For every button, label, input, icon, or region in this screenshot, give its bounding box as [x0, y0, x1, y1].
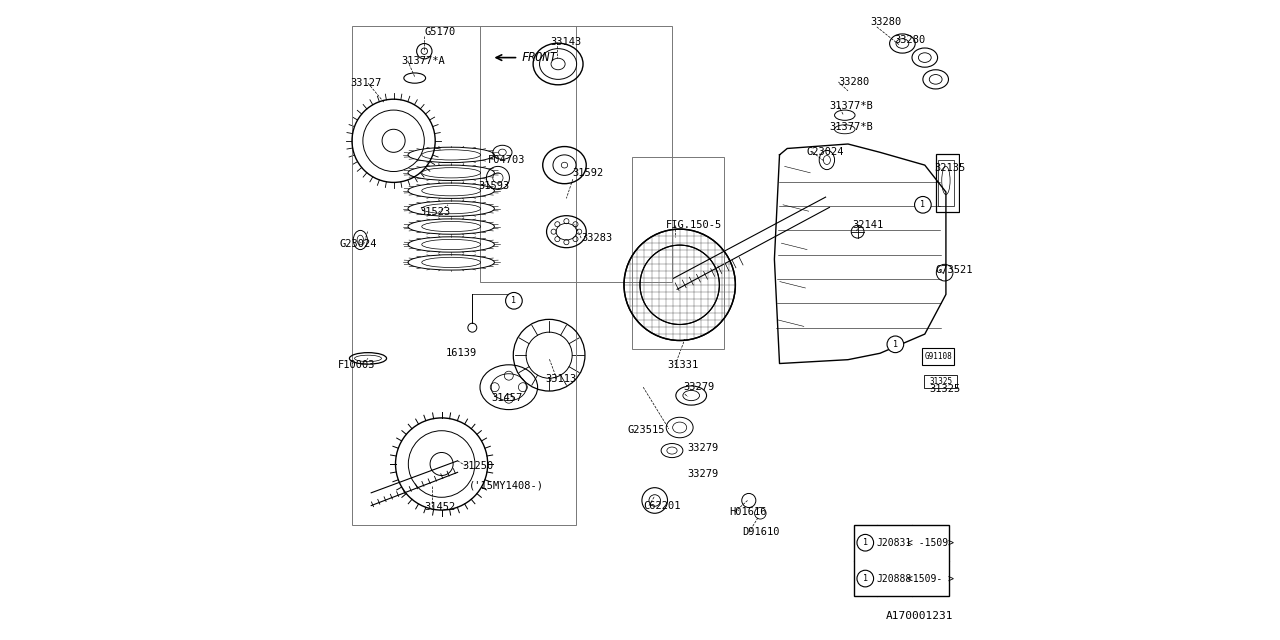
Text: F10003: F10003 — [338, 360, 375, 370]
Text: 33127: 33127 — [351, 78, 381, 88]
Text: G91108: G91108 — [924, 352, 952, 361]
Text: ('15MY1408-): ('15MY1408-) — [468, 480, 544, 490]
Text: A170001231: A170001231 — [886, 611, 954, 621]
Text: 31331: 31331 — [667, 360, 698, 370]
Text: D91610: D91610 — [742, 527, 780, 538]
Text: H01616: H01616 — [730, 507, 767, 517]
Circle shape — [858, 534, 874, 551]
Text: 31325: 31325 — [929, 377, 952, 386]
Text: J20831: J20831 — [877, 538, 911, 548]
Text: 33279: 33279 — [684, 382, 714, 392]
Text: 1: 1 — [512, 296, 516, 305]
Text: FIG.150-5: FIG.150-5 — [666, 220, 722, 230]
Circle shape — [914, 196, 932, 213]
Text: 33279: 33279 — [687, 443, 718, 453]
Bar — [855, 525, 950, 596]
Bar — [632, 157, 724, 349]
Text: 33143: 33143 — [550, 36, 581, 47]
Text: 33113: 33113 — [545, 374, 576, 384]
Text: 31250: 31250 — [462, 461, 493, 471]
Text: 31377*A: 31377*A — [402, 56, 445, 66]
Text: 33283: 33283 — [581, 233, 612, 243]
Text: 31452: 31452 — [425, 502, 456, 512]
Text: J20888: J20888 — [877, 573, 911, 584]
Text: 31325: 31325 — [929, 384, 960, 394]
Text: F04703: F04703 — [488, 155, 525, 165]
Circle shape — [858, 570, 874, 587]
Circle shape — [887, 336, 904, 353]
Text: 31457: 31457 — [492, 393, 522, 403]
Text: 32135: 32135 — [934, 163, 965, 173]
Bar — [480, 26, 672, 282]
Text: 31377*B: 31377*B — [829, 100, 873, 111]
Text: G23024: G23024 — [339, 239, 376, 250]
Text: 33280: 33280 — [870, 17, 901, 28]
Text: 1: 1 — [863, 574, 868, 583]
Text: <1509- >: <1509- > — [908, 573, 954, 584]
Text: 33279: 33279 — [687, 468, 718, 479]
Text: 1: 1 — [893, 340, 897, 349]
Text: 16139: 16139 — [445, 348, 476, 358]
Text: G23024: G23024 — [806, 147, 844, 157]
Text: C62201: C62201 — [644, 500, 681, 511]
Bar — [924, 375, 957, 388]
Bar — [938, 160, 954, 206]
Text: < -1509>: < -1509> — [908, 538, 954, 548]
Bar — [936, 154, 959, 212]
Bar — [352, 26, 576, 525]
Text: 31593: 31593 — [479, 180, 509, 191]
Text: G5170: G5170 — [425, 27, 456, 37]
Text: G73521: G73521 — [936, 265, 973, 275]
Text: 31377*B: 31377*B — [829, 122, 873, 132]
Text: 31523: 31523 — [420, 207, 451, 218]
Text: 1: 1 — [863, 538, 868, 547]
Text: 33280: 33280 — [895, 35, 925, 45]
Text: 31592: 31592 — [573, 168, 604, 178]
Circle shape — [506, 292, 522, 309]
Text: 33280: 33280 — [838, 77, 869, 87]
Text: FRONT: FRONT — [522, 51, 557, 64]
Bar — [922, 348, 955, 365]
Text: 1: 1 — [920, 200, 925, 209]
Text: G23515: G23515 — [627, 425, 664, 435]
Text: 32141: 32141 — [852, 220, 883, 230]
